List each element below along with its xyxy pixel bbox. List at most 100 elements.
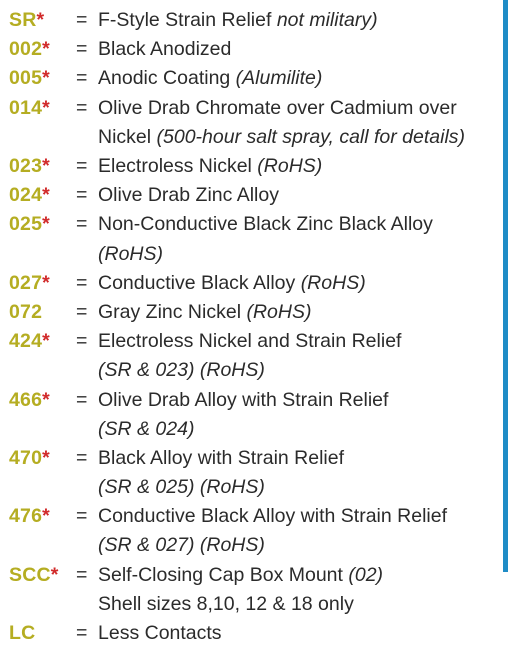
- finish-code-text: 025: [9, 213, 43, 236]
- finish-code-text: 072: [9, 300, 43, 323]
- finish-code-text: 014: [9, 96, 43, 119]
- description-text: Olive Drab Chromate over Cadmium over: [98, 96, 457, 119]
- equals-sign: =: [76, 271, 88, 294]
- description-line: Olive Drab Alloy with Strain Relief: [98, 386, 508, 415]
- legend-row: LC = Less Contacts: [0, 619, 508, 648]
- asterisk-mark: *: [42, 38, 50, 61]
- legend-row: 014* = Olive Drab Chromate over Cadmium ov…: [0, 94, 508, 152]
- description-text: Shell sizes 8,10, 12 & 18 only: [98, 592, 354, 615]
- asterisk-mark: *: [42, 330, 50, 353]
- description-line: (SR & 027) (RoHS): [98, 531, 508, 560]
- description-note: (RoHS): [98, 242, 164, 265]
- description-line: Non-Conductive Black Zinc Black Alloy: [98, 210, 508, 239]
- description-note: (SR & 027) (RoHS): [98, 534, 265, 557]
- description-text: Black Alloy with Strain Relief: [98, 446, 345, 469]
- description-text: Less Contacts: [98, 622, 222, 645]
- equals-sign: =: [76, 38, 88, 61]
- finish-code: 024*: [0, 181, 76, 210]
- description-line: Self-Closing Cap Box Mount (02): [98, 561, 508, 590]
- equals-sign: =: [76, 622, 88, 645]
- description-line: Olive Drab Zinc Alloy: [98, 181, 508, 210]
- finish-code-text: 002: [9, 38, 43, 61]
- description-line: (RoHS): [98, 240, 508, 269]
- legend-row: SR* = F-Style Strain Relief not military): [0, 6, 508, 35]
- finish-description: Conductive Black Alloy with Strain Relie…: [98, 502, 508, 560]
- finish-code: 072: [0, 298, 76, 327]
- finish-code: SCC*: [0, 561, 76, 590]
- equals-sign: =: [76, 154, 88, 177]
- description-line: Shell sizes 8,10, 12 & 18 only: [98, 590, 508, 619]
- description-note: not military): [276, 9, 378, 31]
- finish-code-text: 470: [9, 446, 43, 469]
- description-line: (SR & 024): [98, 415, 508, 444]
- finish-code-text: 005: [9, 67, 43, 90]
- finish-code: 466*: [0, 386, 76, 415]
- description-note: (500-hour salt spray, call for details): [156, 125, 466, 148]
- equals-sign: =: [76, 213, 88, 236]
- asterisk-mark: *: [42, 388, 50, 411]
- legend-row: 476* = Conductive Black Alloy with Strain …: [0, 502, 508, 560]
- finish-description: Olive Drab Chromate over Cadmium over Nic…: [98, 94, 508, 152]
- finish-code: 424*: [0, 327, 76, 356]
- equals-sign: =: [76, 330, 88, 353]
- finish-code-text: 023: [9, 154, 43, 177]
- description-text: Conductive Black Alloy with Strain Relie…: [98, 505, 447, 528]
- finish-description: Electroless Nickel (RoHS): [98, 152, 508, 181]
- description-line: Conductive Black Alloy with Strain Relie…: [98, 502, 508, 531]
- description-line: Nickel (500-hour salt spray, call for de…: [98, 123, 508, 152]
- finish-description: Olive Drab Alloy with Strain Relief (SR &…: [98, 386, 508, 444]
- equals-sign: =: [76, 184, 88, 207]
- finish-code: SR*: [0, 6, 76, 35]
- description-line: F-Style Strain Relief not military): [98, 6, 508, 35]
- finish-code-legend: SR* = F-Style Strain Relief not military) 0…: [0, 6, 508, 648]
- asterisk-mark: *: [50, 563, 59, 586]
- asterisk-mark: *: [42, 96, 50, 119]
- finish-code-text: LC: [9, 622, 36, 645]
- finish-code: 027*: [0, 269, 76, 298]
- finish-description: Electroless Nickel and Strain Relief (SR …: [98, 327, 508, 385]
- description-line: Olive Drab Chromate over Cadmium over: [98, 94, 508, 123]
- finish-description: F-Style Strain Relief not military): [98, 6, 508, 35]
- description-note: (RoHS): [257, 154, 323, 177]
- finish-code-text: SR: [9, 9, 37, 31]
- description-line: (SR & 023) (RoHS): [98, 356, 508, 385]
- description-text: Conductive Black Alloy: [98, 271, 301, 294]
- description-text: Olive Drab Alloy with Strain Relief: [98, 388, 389, 411]
- finish-description: Gray Zinc Nickel (RoHS): [98, 298, 508, 327]
- legend-row: 424* = Electroless Nickel and Strain Relie…: [0, 327, 508, 385]
- description-line: Less Contacts: [98, 619, 508, 648]
- equals-sign: =: [76, 446, 88, 469]
- description-note: (Alumilite): [235, 67, 323, 90]
- finish-description: Olive Drab Zinc Alloy: [98, 181, 508, 210]
- finish-code: 023*: [0, 152, 76, 181]
- finish-code-text: 424: [9, 330, 43, 353]
- description-line: Electroless Nickel and Strain Relief: [98, 327, 508, 356]
- description-text: Olive Drab Zinc Alloy: [98, 184, 279, 207]
- description-note: (RoHS): [246, 300, 312, 323]
- description-text: Electroless Nickel and Strain Relief: [98, 330, 402, 353]
- asterisk-mark: *: [42, 213, 50, 236]
- asterisk-mark: *: [42, 184, 50, 207]
- finish-description: Self-Closing Cap Box Mount (02) Shell siz…: [98, 561, 508, 619]
- description-line: Anodic Coating (Alumilite): [98, 64, 508, 93]
- finish-description: Black Anodized: [98, 35, 508, 64]
- finish-description: Less Contacts: [98, 619, 508, 648]
- asterisk-mark: *: [36, 9, 45, 31]
- description-line: Conductive Black Alloy (RoHS): [98, 269, 508, 298]
- description-note: (SR & 024): [98, 417, 195, 440]
- equals-sign: =: [76, 388, 88, 411]
- description-text: Anodic Coating: [98, 67, 236, 90]
- asterisk-mark: *: [42, 446, 50, 469]
- equals-sign: =: [76, 563, 88, 586]
- description-line: Black Anodized: [98, 35, 508, 64]
- asterisk-mark: *: [42, 67, 50, 90]
- finish-code: 002*: [0, 35, 76, 64]
- equals-sign: =: [76, 9, 88, 31]
- legend-row: SCC* = Self-Closing Cap Box Mount (02) Shel…: [0, 561, 508, 619]
- finish-description: Conductive Black Alloy (RoHS): [98, 269, 508, 298]
- finish-code-text: 466: [9, 388, 43, 411]
- legend-row: 002* = Black Anodized: [0, 35, 508, 64]
- description-text: Self-Closing Cap Box Mount: [98, 563, 349, 586]
- description-text: Non-Conductive Black Zinc Black Alloy: [98, 213, 433, 236]
- description-note: (SR & 025) (RoHS): [98, 476, 265, 499]
